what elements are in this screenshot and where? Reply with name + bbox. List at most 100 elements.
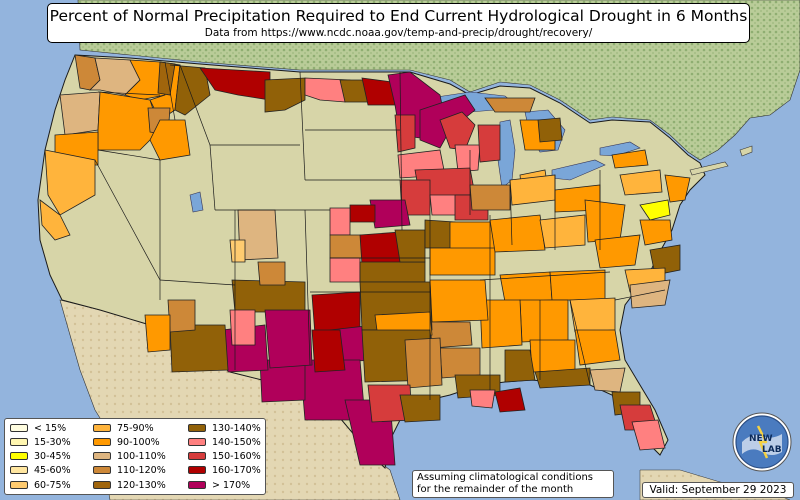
region-il-north [469, 184, 511, 211]
region-mn-south [394, 114, 416, 153]
assumption-line-1: Assuming climatological conditions [417, 472, 593, 483]
region-in-north [509, 174, 556, 206]
legend-swatch [93, 481, 111, 489]
legend-swatch [10, 481, 28, 489]
region-ne-west [329, 207, 351, 236]
region-ne-sw [329, 234, 363, 259]
long-island [689, 161, 729, 176]
lake-ontario [599, 141, 641, 157]
legend-label: 160-170% [212, 464, 261, 476]
region-id-south [149, 119, 191, 161]
region-ms-south [504, 349, 536, 383]
region-co-east [229, 239, 246, 263]
legend-item: > 170% [188, 479, 250, 491]
legend-label: 75-90% [117, 422, 154, 434]
legend-item: 110-120% [93, 464, 166, 476]
region-tn-east [549, 269, 606, 301]
region-or-coast [59, 91, 101, 136]
region-md [639, 199, 671, 221]
title-box: Percent of Normal Precipitation Required… [47, 3, 750, 43]
region-ar [429, 279, 489, 323]
legend-swatch [10, 438, 28, 446]
legend-label: 150-160% [212, 450, 261, 462]
legend-label: > 170% [212, 479, 251, 491]
legend-item: 30-45% [10, 450, 71, 462]
region-va-east [639, 219, 673, 246]
region-la-north [439, 347, 481, 379]
region-tx-gulf [399, 394, 441, 423]
legend-label: 120-130% [117, 479, 166, 491]
legend-item: 120-130% [93, 479, 166, 491]
region-tn-west [499, 271, 553, 303]
legend-label: 130-140% [212, 422, 261, 434]
cape-cod [739, 145, 753, 157]
map-title: Percent of Normal Precipitation Required… [49, 7, 748, 25]
region-az-central [167, 299, 196, 333]
region-nc-coast [649, 244, 681, 276]
region-ga-south [574, 329, 621, 366]
region-fl-east [589, 367, 626, 393]
region-fl-panhandle [534, 367, 591, 389]
legend-swatch [188, 466, 206, 474]
region-wv [584, 199, 626, 243]
legend-swatch [93, 438, 111, 446]
region-mi-north [537, 117, 563, 143]
legend-item: 140-150% [188, 436, 261, 448]
region-ne-central [369, 199, 411, 229]
legend-label: 140-150% [212, 436, 261, 448]
legend-item: 15-30% [10, 436, 71, 448]
legend-label: 45-60% [34, 464, 71, 476]
legend-label: 90-100% [117, 436, 160, 448]
legend-label: 60-75% [34, 479, 71, 491]
logo-text-top: NEW [749, 434, 773, 444]
region-ga-north [569, 297, 616, 333]
legend-swatch [10, 452, 28, 460]
region-ny [611, 149, 649, 169]
region-mo-central [449, 221, 496, 251]
assumption-note: Assuming climatological conditions for t… [412, 470, 614, 498]
region-mi-upper [484, 97, 536, 113]
legend-item: 130-140% [188, 422, 261, 434]
region-nm-central [264, 309, 313, 369]
region-nj [664, 174, 691, 203]
legend-swatch [93, 466, 111, 474]
legend: < 15% 15-30% 30-45% 45-60% 60-75% 75-90%… [4, 418, 266, 495]
region-mt-north [199, 67, 271, 101]
assumption-line-2: for the remainder of the month [417, 484, 574, 495]
legend-item: 90-100% [93, 436, 160, 448]
legend-swatch [188, 424, 206, 432]
legend-label: 110-120% [117, 464, 166, 476]
legend-swatch [93, 424, 111, 432]
valid-date: Valid: September 29 2023 [642, 482, 794, 498]
legend-swatch [93, 452, 111, 460]
legend-swatch [10, 466, 28, 474]
region-al-south [529, 339, 576, 373]
legend-label: 15-30% [34, 436, 71, 448]
region-tx-ne [404, 337, 443, 389]
legend-label: 100-110% [117, 450, 166, 462]
region-ne-north [349, 204, 376, 223]
legend-swatch [188, 481, 206, 489]
region-fl-south [631, 419, 666, 451]
region-pa-south [619, 169, 663, 196]
region-ky-east [539, 214, 586, 249]
region-la-coast [494, 387, 526, 413]
legend-item: 150-160% [188, 450, 261, 462]
region-az-south [169, 324, 229, 373]
region-co-south [257, 261, 286, 286]
region-al-north [519, 299, 569, 343]
region-va-west [594, 234, 641, 269]
region-wi-north [439, 111, 476, 151]
drought-regions [39, 54, 691, 466]
legend-swatch [188, 438, 206, 446]
region-la-bayou [469, 389, 496, 409]
legend-item: < 15% [10, 422, 66, 434]
great-salt-lake [189, 191, 204, 213]
region-ca-central [39, 199, 71, 241]
region-ca-north [44, 149, 96, 216]
region-sc [629, 279, 671, 309]
legend-item: 100-110% [93, 450, 166, 462]
region-nm-west [229, 309, 256, 346]
map-subtitle: Data from https://www.ncdc.noaa.gov/temp… [204, 27, 593, 39]
